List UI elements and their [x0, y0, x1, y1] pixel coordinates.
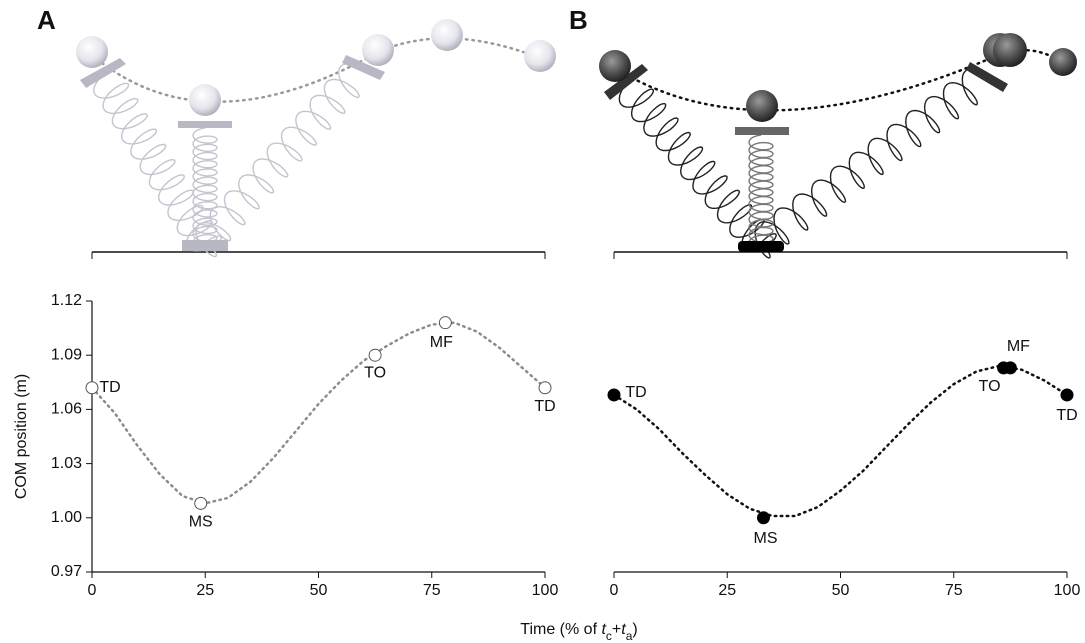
foot: [738, 241, 784, 252]
x-tick-label: 75: [945, 582, 963, 599]
x-tick-label: 75: [423, 582, 441, 599]
event-label: TD: [625, 384, 646, 401]
ball: [993, 33, 1027, 67]
ball: [524, 40, 556, 72]
event-label: TD: [534, 398, 555, 415]
ball: [76, 36, 108, 68]
y-tick-label: 0.97: [51, 563, 82, 580]
y-tick-label: 1.03: [51, 455, 82, 472]
panel-label: A: [37, 5, 56, 35]
panel-label: B: [569, 5, 588, 35]
spring: [93, 74, 223, 252]
plate: [966, 62, 1008, 92]
x-tick-label: 100: [1054, 582, 1081, 599]
y-axis-label: COM position (m): [13, 374, 30, 499]
ball: [362, 34, 394, 66]
plate: [604, 64, 648, 100]
event-label: TD: [99, 379, 120, 396]
event-label: MF: [1007, 338, 1030, 355]
x-tick-label: 25: [196, 582, 214, 599]
com-curve: [90, 321, 547, 505]
x-axis-label-part: +: [612, 621, 621, 638]
plate: [80, 58, 126, 88]
com-path: [613, 48, 1065, 112]
event-label: MS: [753, 530, 777, 547]
spring: [195, 62, 363, 258]
event-point: [756, 511, 770, 525]
x-tick-label: 100: [532, 582, 559, 599]
x-axis-label-part: ): [632, 621, 637, 638]
y-tick-label: 1.06: [51, 401, 82, 418]
x-axis-label-part: a: [626, 629, 633, 643]
spring: [192, 127, 218, 251]
ball: [189, 84, 221, 116]
y-tick-label: 1.12: [51, 292, 82, 309]
x-axis-label: Time (% of tc+ta): [520, 621, 637, 643]
ball: [599, 50, 631, 82]
event-point: [1060, 388, 1074, 402]
x-axis-label-part: c: [606, 629, 612, 643]
x-tick-label: 50: [832, 582, 850, 599]
plate: [735, 127, 789, 135]
spring: [618, 83, 777, 253]
spring: [748, 134, 774, 251]
x-tick-label: 25: [718, 582, 736, 599]
x-axis-label-part: t: [601, 621, 606, 638]
event-point: [438, 316, 452, 330]
event-point: [1003, 361, 1017, 375]
foot: [182, 240, 228, 251]
event-point: [194, 496, 208, 510]
event-label: TD: [1056, 407, 1077, 424]
spring: [754, 68, 988, 259]
x-axis-label-part: t: [621, 621, 626, 638]
x-tick-label: 0: [88, 582, 97, 599]
x-tick-label: 0: [610, 582, 619, 599]
com-path: [90, 37, 542, 103]
event-label: TO: [979, 378, 1001, 395]
x-tick-label: 50: [310, 582, 328, 599]
x-axis-label-part: Time (% of: [520, 621, 601, 638]
y-tick-label: 1.09: [51, 346, 82, 363]
event-label: MS: [189, 514, 213, 531]
event-label: MF: [430, 334, 453, 351]
ball: [1049, 48, 1077, 76]
event-point: [368, 348, 382, 362]
event-point: [85, 381, 99, 395]
illustration: [76, 19, 1077, 259]
plate: [178, 121, 232, 128]
y-tick-label: 1.00: [51, 509, 82, 526]
event-point: [607, 388, 621, 402]
ball: [746, 90, 778, 122]
event-label: TO: [364, 364, 386, 381]
com-curve: [612, 364, 1069, 518]
ball: [431, 19, 463, 51]
event-point: [538, 381, 552, 395]
plate: [342, 55, 385, 80]
